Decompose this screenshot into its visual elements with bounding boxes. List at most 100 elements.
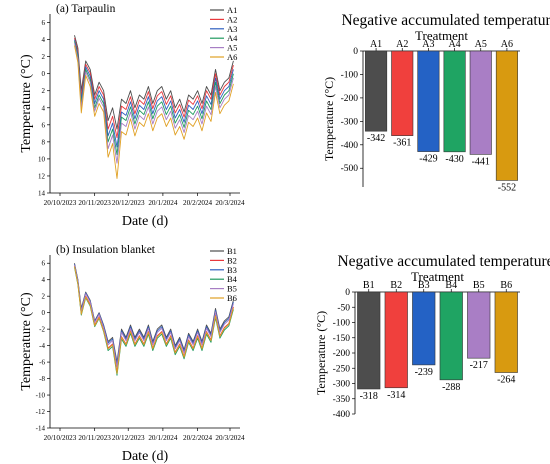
x-tick-label: 20/11/2023 [78, 199, 111, 207]
category-label-a3: A3 [422, 39, 434, 50]
x-tick-label: 20/1/2024 [148, 199, 178, 207]
y-tick-label: -300 [341, 117, 359, 127]
bar-b6 [494, 291, 518, 373]
bar-value-label-a5: -441 [472, 156, 490, 167]
legend-label-b2: B2 [227, 255, 237, 265]
y-tick-label: -100 [341, 70, 359, 80]
y-tick-label: -400 [341, 141, 359, 151]
y-tick-label: 2 [42, 293, 46, 301]
y-tick-label: -400 [333, 410, 351, 420]
category-label-a6: A6 [501, 39, 513, 50]
x-tick-label: 20/2/2024 [183, 199, 213, 207]
x-tick-label: 20/10/2023 [44, 434, 77, 442]
x-tick-label: 20/11/2023 [78, 434, 111, 442]
bar-value-label-b1: -318 [360, 391, 378, 402]
bar-b2 [384, 291, 408, 389]
bar-b4 [439, 291, 463, 381]
y-tick-label: 4 [42, 36, 46, 44]
bar-value-label-b3: -239 [415, 367, 433, 378]
bar-b3 [412, 291, 436, 366]
series-line-b6 [74, 266, 234, 375]
legend-label-b3: B3 [227, 265, 237, 275]
legend-label-a4: A4 [227, 33, 238, 43]
legend-label-a5: A5 [227, 43, 237, 53]
y-axis-label: Temperature (°C) [19, 292, 34, 391]
bar-chart-title: Negative accumulated temperature [341, 12, 550, 29]
y-tick-label: -150 [333, 334, 351, 344]
x-tick-label: 20/2/2024 [183, 434, 213, 442]
series-line-b4 [74, 267, 234, 376]
legend-label-b4: B4 [227, 274, 238, 284]
y-tick-label: -250 [333, 364, 351, 374]
panel-title: (b) Insulation blanket [56, 244, 156, 256]
y-tick-label: 12 [38, 172, 46, 180]
x-tick-label: 20/3/2024 [215, 199, 245, 207]
y-axis-label: Temperature (°C) [19, 54, 34, 153]
x-tick-label: 20/1/2024 [148, 434, 178, 442]
category-label-a5: A5 [475, 39, 487, 50]
bar-a2 [391, 50, 414, 136]
y-tick-label: -200 [333, 349, 351, 359]
y-tick-label: -14 [36, 425, 46, 433]
legend-label-a3: A3 [227, 24, 237, 34]
legend-label-a2: A2 [227, 14, 237, 24]
x-axis-label: Date (d) [122, 214, 169, 229]
bar-value-label-a4: -430 [445, 154, 463, 165]
bar-b1 [357, 291, 381, 390]
legend-label-b1: B1 [227, 246, 237, 256]
y-tick-label: 6 [42, 19, 46, 27]
series-line-a4 [74, 41, 234, 156]
legend-label-b5: B5 [227, 284, 237, 294]
bar-value-label-b4: -288 [442, 382, 460, 393]
y-tick-label: 6 [42, 260, 46, 268]
y-tick-label: -4 [39, 342, 45, 350]
x-tick-label: 20/12/2023 [112, 434, 145, 442]
bar-value-label-a2: -361 [393, 138, 411, 149]
category-label-b1: B1 [363, 280, 375, 291]
series-line-a2 [74, 37, 234, 139]
series-line-a6 [74, 45, 234, 179]
series-line-a5 [74, 42, 234, 164]
series-line-b5 [74, 264, 234, 368]
x-tick-label: 20/10/2023 [44, 199, 77, 207]
category-label-b3: B3 [418, 280, 430, 291]
y-tick-label: -350 [333, 395, 351, 405]
y-tick-label: -200 [341, 94, 359, 104]
bar-a6 [495, 50, 518, 181]
legend-label-a1: A1 [227, 5, 237, 15]
x-tick-label: 20/12/2023 [112, 199, 145, 207]
bar-chart-subtitle: Treatment [411, 269, 464, 284]
y-tick-label: -8 [39, 375, 45, 383]
y-axis-label: Temperature (°C) [314, 311, 328, 395]
category-label-a1: A1 [370, 39, 382, 50]
y-tick-label: 10 [38, 155, 46, 163]
bar-value-label-a3: -429 [419, 154, 437, 165]
category-label-b2: B2 [390, 280, 402, 291]
y-tick-label: -6 [39, 359, 45, 367]
bar-chart-tarpaulin: Negative accumulated temperatureTreatmen… [322, 12, 550, 193]
bar-value-label-b5: -217 [470, 360, 488, 371]
bar-a4 [443, 50, 466, 153]
category-label-b5: B5 [473, 280, 485, 291]
y-axis-label: Temperature (°C) [322, 77, 336, 161]
panel-title: (a) Tarpaulin [56, 3, 116, 15]
category-label-a4: A4 [448, 39, 460, 50]
y-tick-label: -10 [36, 392, 46, 400]
y-tick-label: 4 [42, 276, 46, 284]
y-tick-label: 2 [42, 53, 46, 61]
y-tick-label: 2 [42, 87, 46, 95]
y-tick-label: 6 [42, 121, 46, 129]
y-tick-label: -50 [337, 303, 350, 313]
series-line-a1 [74, 35, 234, 130]
bar-a5 [469, 50, 492, 155]
legend-label-a6: A6 [227, 52, 237, 62]
bar-a1 [365, 50, 388, 132]
y-tick-label: 14 [38, 190, 46, 198]
legend-label-b6: B6 [227, 293, 237, 303]
series-line-b3 [74, 264, 234, 366]
bar-value-label-a6: -552 [498, 182, 516, 193]
y-tick-label: -500 [341, 164, 359, 174]
